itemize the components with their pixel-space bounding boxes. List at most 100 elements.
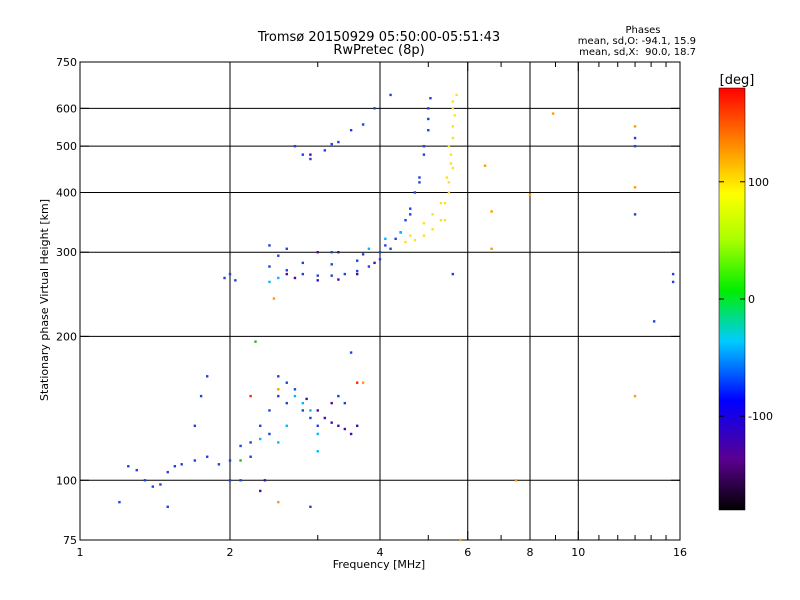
data-point — [180, 463, 183, 466]
data-point — [309, 157, 312, 161]
data-point — [671, 272, 675, 276]
data-point — [301, 409, 305, 412]
data-point — [349, 351, 353, 354]
data-point — [431, 213, 434, 216]
data-point — [447, 144, 451, 148]
data-point — [418, 176, 421, 179]
data-point — [378, 258, 382, 261]
data-point — [127, 465, 130, 468]
data-point — [277, 254, 280, 257]
data-point — [447, 181, 451, 184]
y-axis-ticks: 75 100 200 300 400 500 600 750 — [56, 56, 680, 547]
data-point — [422, 153, 426, 156]
data-point — [234, 279, 237, 282]
data-point — [445, 176, 449, 179]
data-point — [316, 274, 319, 277]
data-point — [443, 219, 447, 222]
data-point — [413, 191, 417, 194]
data-point — [205, 455, 209, 458]
y-tick-label: 300 — [56, 246, 77, 259]
data-point — [431, 228, 434, 231]
data-point — [285, 381, 288, 384]
x-axis-ticks: 1 2 4 6 8 10 16 — [77, 62, 687, 559]
y-tick-label: 750 — [56, 56, 77, 69]
y-tick-label: 75 — [63, 534, 77, 547]
data-point — [285, 424, 288, 428]
x-tick-label: 4 — [377, 546, 384, 559]
data-point — [384, 244, 387, 247]
data-point — [404, 219, 407, 222]
data-point — [337, 278, 340, 281]
data-point — [409, 234, 412, 237]
data-point — [355, 272, 359, 276]
y-axis-label: Stationary phase Virtual Height [km] — [38, 199, 51, 401]
data-point — [330, 142, 333, 146]
colorbar-label: [deg] — [720, 73, 755, 88]
data-point — [263, 479, 267, 482]
data-point — [361, 253, 365, 256]
data-point — [633, 186, 637, 189]
y-tick-label: 500 — [56, 140, 77, 153]
data-point — [268, 409, 271, 412]
data-point — [343, 272, 347, 276]
data-point — [301, 272, 305, 276]
data-point — [285, 269, 288, 272]
data-point — [309, 505, 312, 509]
data-point — [443, 201, 447, 205]
data-point — [205, 375, 209, 378]
data-point — [453, 114, 456, 117]
data-point — [633, 144, 637, 148]
data-point — [277, 388, 280, 391]
data-point — [293, 276, 297, 280]
data-point — [633, 125, 637, 128]
data-point — [451, 125, 455, 128]
x-tick-label: 16 — [673, 546, 687, 559]
data-point — [285, 401, 288, 405]
data-point — [394, 237, 397, 241]
x-tick-label: 8 — [527, 546, 534, 559]
data-point — [239, 459, 242, 462]
data-point — [367, 247, 371, 250]
colorbar-tick-label: -100 — [748, 410, 773, 423]
data-point — [193, 424, 197, 428]
data-point — [373, 261, 376, 265]
x-tick-label: 10 — [571, 546, 585, 559]
data-point — [277, 394, 280, 398]
data-point — [316, 432, 319, 436]
data-point — [337, 394, 340, 398]
data-point — [427, 107, 430, 110]
data-point — [143, 479, 147, 482]
data-point — [239, 479, 242, 482]
data-point — [671, 280, 675, 284]
data-point — [293, 388, 297, 391]
data-point — [309, 153, 312, 156]
y-tick-label: 200 — [56, 330, 77, 343]
data-point — [389, 247, 392, 250]
data-point — [404, 240, 407, 244]
stats-line-o: mean, sd,O: -94.1, 15.9 — [578, 36, 696, 47]
data-point — [259, 437, 262, 441]
data-point — [422, 234, 426, 237]
x-axis-label: Frequency [MHz] — [333, 558, 425, 571]
data-point — [285, 247, 288, 250]
data-point — [389, 93, 392, 97]
data-point — [301, 261, 305, 265]
data-point — [173, 465, 177, 468]
data-point — [633, 213, 637, 216]
data-point — [249, 394, 252, 398]
data-point — [259, 489, 262, 493]
data-point — [193, 459, 197, 462]
chart-title: Tromsø 20150929 05:50:00-05:51:43 — [257, 30, 500, 45]
data-point — [337, 140, 340, 144]
data-point — [159, 483, 162, 486]
data-point — [652, 320, 656, 323]
data-point — [301, 153, 305, 156]
data-point — [316, 279, 319, 282]
data-point — [199, 394, 203, 398]
data-point — [355, 259, 359, 262]
data-point — [277, 441, 280, 444]
data-point — [166, 505, 169, 509]
data-point — [418, 181, 421, 184]
data-point — [249, 441, 252, 444]
data-point — [361, 381, 365, 384]
